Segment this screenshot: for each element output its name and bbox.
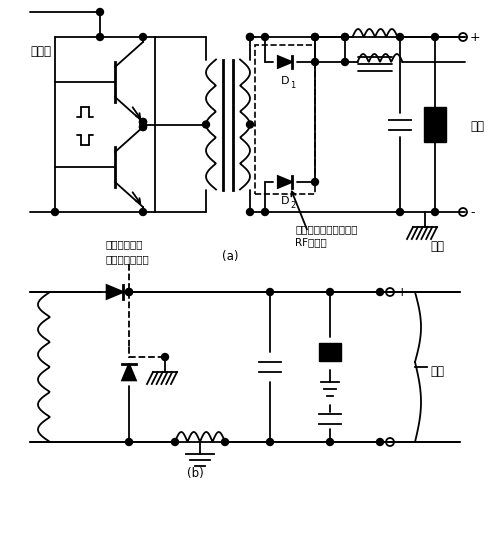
Polygon shape [278,56,292,68]
Bar [255,45,315,194]
Text: 的二极管散热器: 的二极管散热器 [105,254,149,264]
Circle shape [432,208,438,216]
Circle shape [140,119,146,125]
Text: +: + [397,286,407,299]
Circle shape [312,33,318,40]
Circle shape [342,33,348,40]
Text: (a): (a) [222,250,238,263]
Circle shape [52,208,59,216]
Circle shape [202,121,209,128]
Circle shape [376,288,384,295]
Text: +: + [470,31,480,44]
Circle shape [342,33,348,40]
Polygon shape [278,176,292,188]
Text: -: - [397,436,402,449]
Circle shape [246,33,254,40]
Circle shape [140,124,146,131]
Text: 安装在机壳上: 安装在机壳上 [105,239,142,249]
Text: -: - [470,206,474,219]
Circle shape [396,33,404,40]
Text: D: D [281,76,289,86]
Text: 注意：散热器是机壳的: 注意：散热器是机壳的 [295,224,358,234]
Circle shape [396,208,404,216]
Circle shape [246,208,254,216]
Text: RF公共端: RF公共端 [295,237,327,247]
Circle shape [172,439,178,445]
Text: D: D [281,196,289,206]
Circle shape [312,178,318,185]
Circle shape [162,353,168,360]
Circle shape [140,124,146,131]
Circle shape [376,439,384,445]
Circle shape [246,33,254,40]
Circle shape [326,288,334,295]
Text: 输出: 输出 [470,119,484,132]
Circle shape [246,121,254,128]
Bar [424,107,446,142]
Polygon shape [122,364,136,380]
Circle shape [266,288,274,295]
Circle shape [126,288,132,295]
Circle shape [96,33,103,40]
Circle shape [266,439,274,445]
Polygon shape [106,285,124,299]
Bar [319,343,341,361]
Text: 2: 2 [290,201,295,210]
Circle shape [312,33,318,40]
Circle shape [140,33,146,40]
Circle shape [96,9,103,15]
Circle shape [262,33,268,40]
Circle shape [140,208,146,216]
Text: 1: 1 [290,81,295,90]
Circle shape [140,119,146,125]
Text: 变换器: 变换器 [30,45,51,58]
Circle shape [262,208,268,216]
Text: 机壳: 机壳 [430,240,444,253]
Circle shape [326,439,334,445]
Circle shape [342,59,348,66]
Text: (b): (b) [186,467,204,480]
Circle shape [126,288,132,295]
Circle shape [432,33,438,40]
Circle shape [222,439,228,445]
Text: 输出: 输出 [430,365,444,378]
Circle shape [312,59,318,66]
Circle shape [126,439,132,445]
